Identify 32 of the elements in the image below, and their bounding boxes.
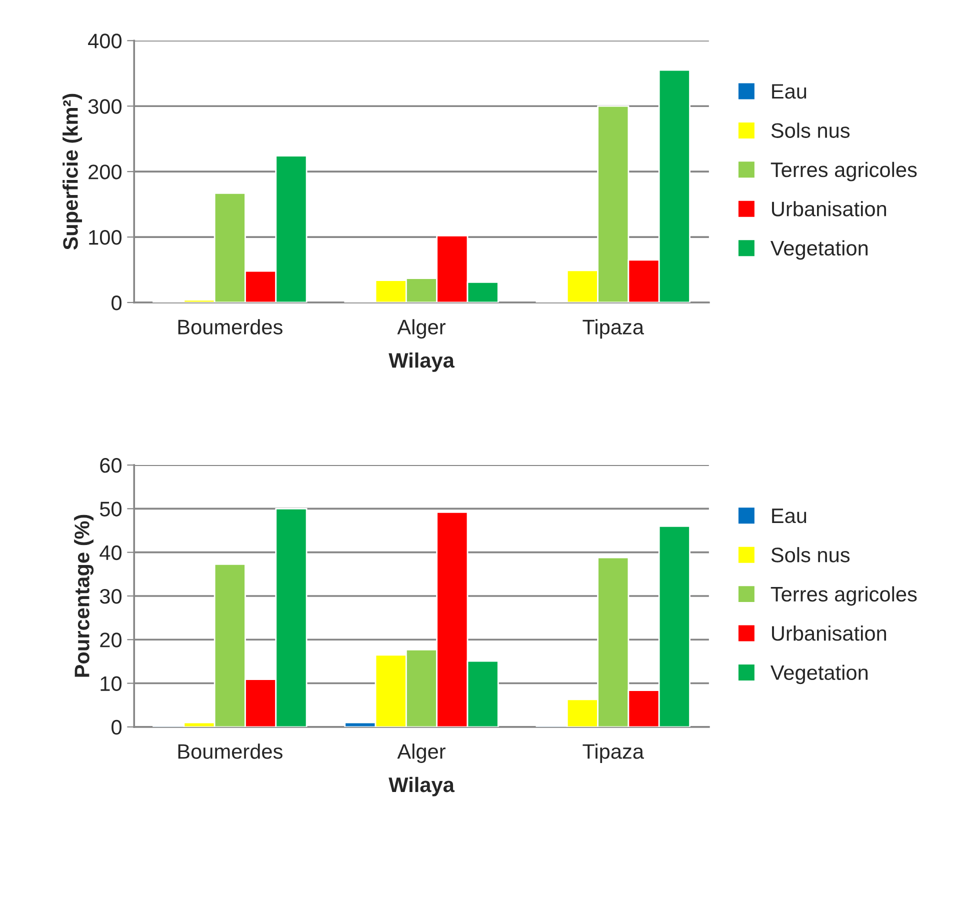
- y-tick-label: 50: [100, 502, 122, 516]
- x-tick-label: Boumerdes: [178, 319, 282, 334]
- legend-label: Vegetation: [770, 664, 868, 684]
- x-tick-label: Alger: [397, 744, 446, 763]
- legend-label: Urbanisation: [772, 201, 886, 216]
- x-axis-title: Wilaya: [388, 352, 455, 372]
- x-axis-title: Wilaya: [388, 776, 455, 796]
- y-tick-label: 60: [100, 458, 122, 473]
- legend-label: Eau: [772, 84, 806, 99]
- x-tick-label: Alger: [397, 319, 446, 339]
- y-tick-label: 0: [112, 296, 122, 310]
- legend-label: Vegetation: [770, 240, 868, 260]
- y-tick-label: 30: [100, 588, 122, 604]
- y-tick-label: 20: [100, 632, 122, 648]
- legend-label: Terres agricoles: [770, 586, 917, 606]
- y-tick-label: 300: [88, 99, 122, 114]
- y-tick-label: 100: [89, 230, 122, 245]
- y-axis-title: Pourcentage (%): [74, 514, 94, 677]
- y-tick-label: 200: [88, 164, 122, 180]
- y-tick-label: 10: [100, 676, 122, 692]
- legend-label: Sols nus: [771, 547, 850, 562]
- legend-label: Eau: [772, 508, 806, 524]
- legend-label: Urbanisation: [772, 625, 886, 641]
- legend-label: Sols nus: [771, 122, 850, 138]
- x-tick-label: Boumerdes: [178, 744, 282, 759]
- y-axis-title: Superficie (km²): [62, 94, 82, 250]
- x-tick-label: Tipaza: [582, 744, 644, 763]
- y-tick-label: 400: [88, 34, 122, 48]
- y-tick-label: 0: [112, 720, 122, 735]
- x-tick-label: Tipaza: [582, 319, 644, 339]
- legend-label: Terres agricoles: [770, 162, 917, 182]
- y-tick-label: 40: [100, 545, 122, 560]
